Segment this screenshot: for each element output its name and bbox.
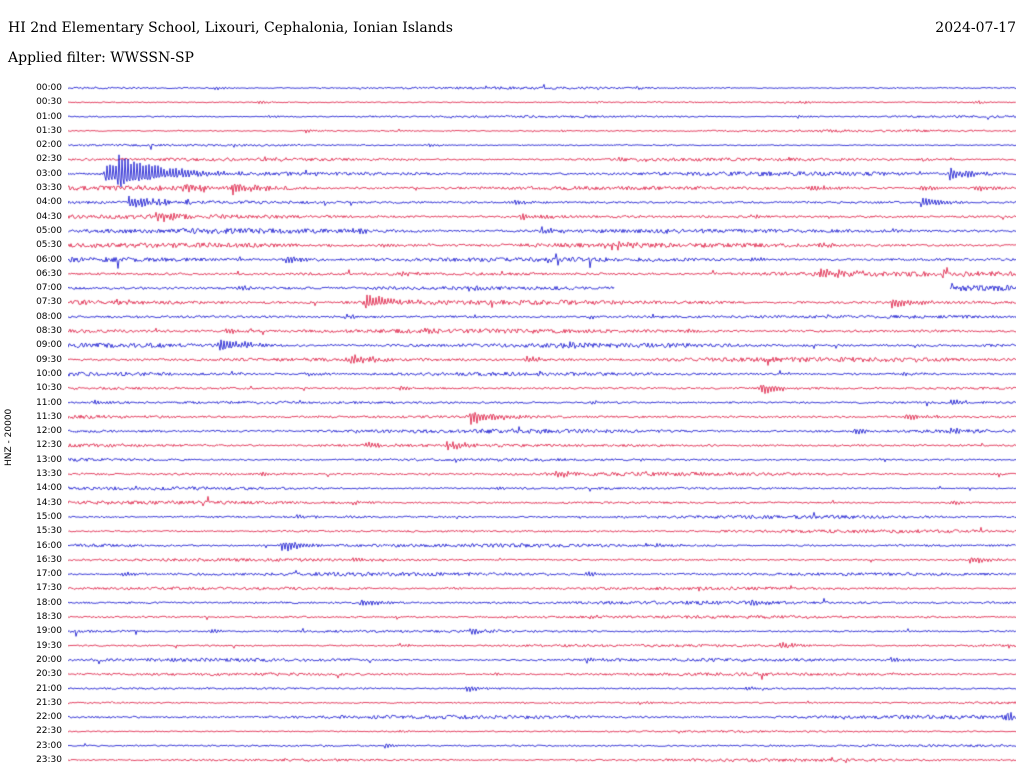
time-label: 15:00 <box>36 511 62 522</box>
time-label: 01:30 <box>36 125 62 136</box>
time-label: 09:30 <box>36 354 62 365</box>
time-label: 12:30 <box>36 440 62 451</box>
date-label: 2024-07-17 <box>935 20 1016 36</box>
seismogram-canvas <box>68 82 1016 780</box>
time-label: 04:30 <box>36 211 62 222</box>
time-label: 11:00 <box>36 397 62 408</box>
time-label: 21:00 <box>36 683 62 694</box>
time-label: 02:30 <box>36 154 62 165</box>
time-label: 13:30 <box>36 469 62 480</box>
time-label: 22:00 <box>36 712 62 723</box>
time-label: 10:30 <box>36 383 62 394</box>
time-label: 14:00 <box>36 483 62 494</box>
time-label: 05:30 <box>36 240 62 251</box>
time-label: 04:00 <box>36 197 62 208</box>
time-axis: 00:00 00:30 01:00 01:30 02:00 02:30 03:00 03:30… <box>0 0 62 780</box>
time-label: 22:30 <box>36 726 62 737</box>
time-label: 10:00 <box>36 368 62 379</box>
time-label: 02:00 <box>36 140 62 151</box>
time-label: 08:30 <box>36 326 62 337</box>
time-label: 20:00 <box>36 654 62 665</box>
time-label: 18:30 <box>36 612 62 623</box>
time-label: 16:00 <box>36 540 62 551</box>
time-label: 23:00 <box>36 740 62 751</box>
time-label: 06:30 <box>36 268 62 279</box>
time-label: 03:00 <box>36 168 62 179</box>
time-label: 15:30 <box>36 526 62 537</box>
time-label: 00:00 <box>36 83 62 93</box>
time-label: 23:30 <box>36 755 62 765</box>
time-label: 01:00 <box>36 111 62 122</box>
time-label: 19:30 <box>36 640 62 651</box>
time-label: 17:30 <box>36 583 62 594</box>
filter-label: Applied filter: WWSSN-SP <box>8 50 194 66</box>
time-label: 03:30 <box>36 183 62 194</box>
time-label: 00:30 <box>36 97 62 108</box>
time-label: 14:30 <box>36 497 62 508</box>
time-label: 08:00 <box>36 311 62 322</box>
time-label: 05:00 <box>36 225 62 236</box>
time-label: 11:30 <box>36 411 62 422</box>
station-title: HI 2nd Elementary School, Lixouri, Cepha… <box>8 20 453 36</box>
time-label: 06:00 <box>36 254 62 265</box>
time-label: 16:30 <box>36 554 62 565</box>
time-label: 07:00 <box>36 283 62 294</box>
time-label: 18:00 <box>36 597 62 608</box>
time-label: 20:30 <box>36 669 62 680</box>
time-label: 12:00 <box>36 426 62 437</box>
time-label: 19:00 <box>36 626 62 637</box>
time-label: 09:00 <box>36 340 62 351</box>
time-label: 07:30 <box>36 297 62 308</box>
time-label: 17:00 <box>36 569 62 580</box>
time-label: 13:00 <box>36 454 62 465</box>
time-label: 21:30 <box>36 697 62 708</box>
